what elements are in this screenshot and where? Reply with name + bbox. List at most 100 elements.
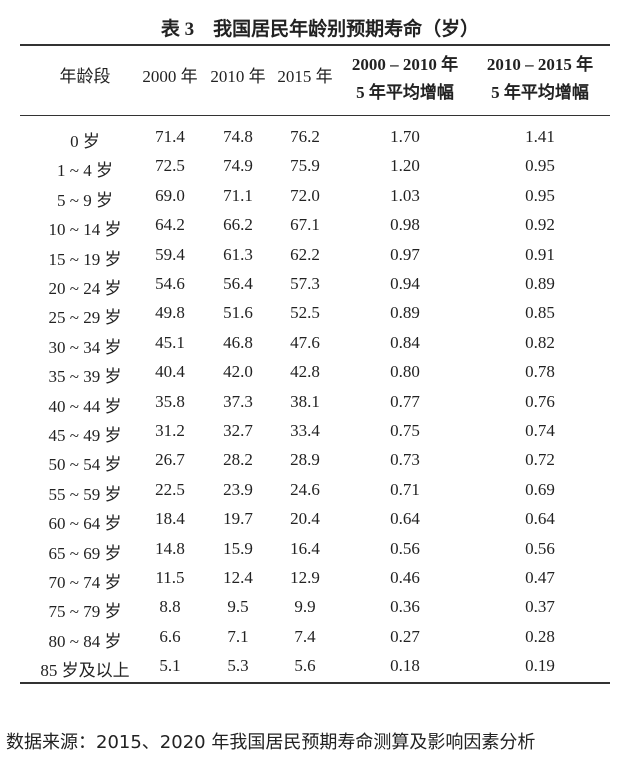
table-cell: 0.78 [525,362,555,382]
table-cell: 47.6 [290,332,320,352]
table-cell: 0.28 [525,626,555,646]
source-note: 数据来源：2015、2020 年我国居民预期寿命测算及影响因素分析 [6,732,536,753]
table-cell: 72.5 [155,156,185,176]
top-rule [20,44,610,46]
table-cell: 42.8 [290,362,320,382]
table-cell: 0.72 [525,450,555,470]
table-cell: 28.9 [290,450,320,470]
table-cell: 38.1 [290,391,320,411]
table-cell: 0.56 [525,538,555,558]
column-header: 2010 – 2015 年 [486,55,594,74]
row-label: 30 ~ 34 岁 [48,337,122,357]
table-cell: 0.73 [390,450,420,470]
row-label: 80 ~ 84 岁 [48,631,122,651]
row-label: 0 岁 [70,132,100,151]
table-cell: 74.8 [223,127,253,146]
table-cell: 62.2 [290,244,320,264]
table-cell: 75.9 [290,156,320,176]
row-label: 5 ~ 9 岁 [57,190,113,210]
table-cell: 69.0 [155,185,185,205]
table-cell: 7.4 [294,626,316,646]
row-label: 25 ~ 29 岁 [48,308,122,328]
table-cell: 0.47 [525,568,555,587]
table-cell: 49.8 [155,303,185,323]
row-label: 75 ~ 79 岁 [48,602,122,622]
table-cell: 0.37 [525,597,555,617]
column-header: 5 年平均增幅 [356,83,454,102]
row-label: 20 ~ 24 岁 [48,279,122,298]
table-cell: 42.0 [223,362,253,382]
table-cell: 5.6 [294,656,316,676]
row-label: 60 ~ 64 岁 [48,514,122,534]
table-cell: 64.2 [155,215,185,235]
table-cell: 1.41 [525,127,555,146]
row-label: 1 ~ 4 岁 [57,161,113,181]
table-cell: 19.7 [223,509,253,529]
table-cell: 59.4 [155,244,185,264]
table-cell: 0.19 [525,656,555,676]
table-cell: 20.4 [290,509,320,529]
table-cell: 0.82 [525,332,555,352]
table-cell: 1.70 [390,127,420,146]
row-label: 35 ~ 39 岁 [48,367,122,387]
table-cell: 33.4 [290,421,320,440]
table-cell: 14.8 [155,538,185,558]
table-cell: 67.1 [290,215,320,235]
table-cell: 71.1 [223,185,253,205]
table-cell: 52.5 [290,303,320,323]
table-cell: 0.74 [525,421,555,440]
table-cell: 15.9 [223,538,253,558]
table-cell: 5.1 [159,656,181,676]
table-cell: 0.64 [390,509,420,529]
table-cell: 0.94 [390,274,420,293]
table-cell: 0.98 [390,215,420,235]
table-cell: 12.4 [223,568,253,587]
row-label: 45 ~ 49 岁 [48,426,122,445]
row-label: 15 ~ 19 岁 [48,249,122,269]
table-cell: 0.80 [390,362,420,382]
table-cell: 0.95 [525,185,555,205]
table-cell: 56.4 [223,274,253,293]
table-cell: 12.9 [290,568,320,587]
table-cell: 0.95 [525,156,555,176]
row-label: 55 ~ 59 岁 [48,484,122,504]
table-cell: 23.9 [223,479,253,499]
table-cell: 0.92 [525,215,555,235]
table-cell: 0.64 [525,509,555,529]
table-cell: 0.76 [525,391,555,411]
row-label: 10 ~ 14 岁 [48,220,122,240]
table-cell: 31.2 [155,421,185,440]
table-cell: 51.6 [223,303,253,323]
column-header: 2000 年 [142,67,198,86]
table-cell: 5.3 [227,656,249,676]
column-header: 2010 年 [210,67,266,86]
table-cell: 8.8 [159,597,181,617]
table-cell: 0.85 [525,303,555,323]
table-cell: 9.5 [227,597,249,617]
row-label: 50 ~ 54 岁 [48,455,122,475]
table-cell: 11.5 [155,568,185,587]
table-cell: 26.7 [155,450,185,470]
table-cell: 74.9 [223,156,253,176]
column-header: 2000 – 2010 年 [351,55,459,74]
table-cell: 0.89 [390,303,420,323]
table-cell: 72.0 [290,185,320,205]
header-rule [20,115,610,116]
table-cell: 24.6 [290,479,320,499]
table-cell: 0.56 [390,538,420,558]
table-cell: 0.18 [390,656,420,676]
column-header: 年龄段 [59,67,111,86]
table-cell: 9.9 [294,597,316,617]
table-cell: 6.6 [159,626,181,646]
table-cell: 1.03 [390,185,420,205]
table-cell: 0.91 [525,244,555,264]
table-cell: 0.71 [390,479,420,499]
table-cell: 76.2 [290,127,320,146]
table-cell: 37.3 [223,391,253,411]
table-cell: 45.1 [155,332,185,352]
bottom-rule [20,682,610,684]
table-cell: 18.4 [155,509,185,529]
table-cell: 66.2 [223,215,253,235]
table-cell: 0.89 [525,274,555,293]
